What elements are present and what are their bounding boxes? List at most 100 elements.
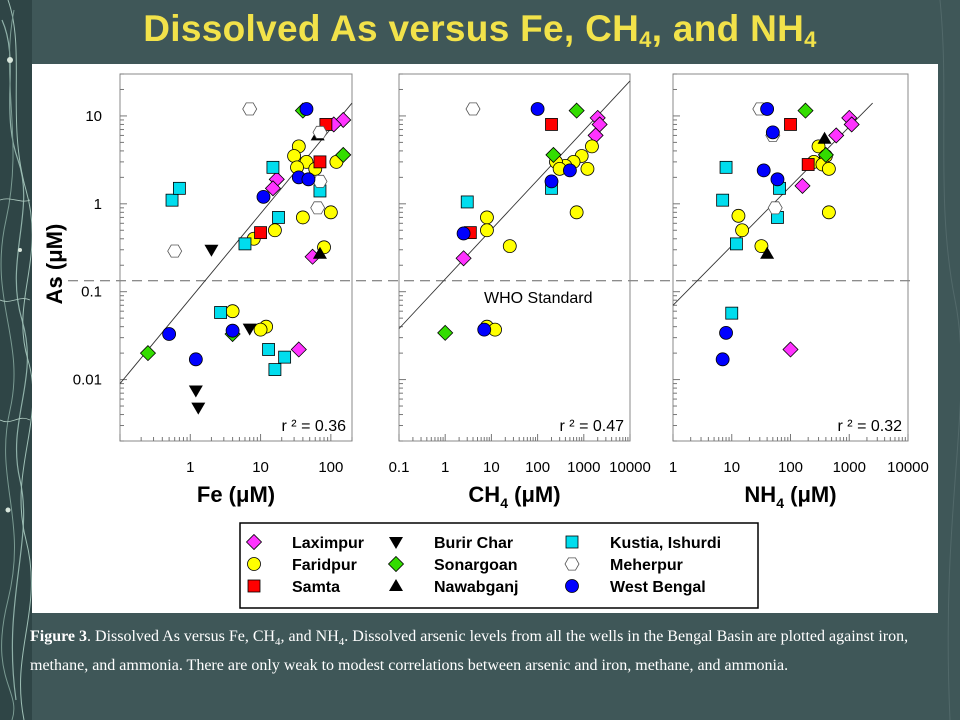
data-point xyxy=(290,341,307,358)
data-point xyxy=(821,161,836,176)
data-point xyxy=(480,223,494,238)
data-point xyxy=(465,102,481,116)
data-point xyxy=(754,239,769,254)
data-point xyxy=(580,161,595,176)
data-point xyxy=(585,139,599,154)
y-tick-label: 1 xyxy=(94,196,102,213)
x-tick-label: 1 xyxy=(669,459,677,476)
x-tick-label: 1000 xyxy=(567,459,600,476)
data-point xyxy=(821,205,836,220)
data-point xyxy=(530,102,545,116)
caption-text-1: . Dissolved As versus Fe, CH xyxy=(87,628,276,645)
data-point xyxy=(477,322,492,337)
data-point xyxy=(545,118,558,131)
data-point xyxy=(828,127,845,144)
data-point xyxy=(460,195,474,209)
legend-label: West Bengal xyxy=(610,579,706,596)
data-point xyxy=(323,205,338,220)
legend-marker xyxy=(245,533,263,551)
data-point xyxy=(312,125,328,139)
data-point xyxy=(312,246,327,259)
fit-line xyxy=(398,80,631,329)
data-point xyxy=(545,146,562,163)
data-point xyxy=(719,325,733,340)
data-point xyxy=(242,102,258,116)
x-tick-label: 10000 xyxy=(887,459,929,476)
data-point xyxy=(272,211,285,224)
data-point xyxy=(268,363,282,376)
legend-marker xyxy=(564,557,580,571)
legend-marker xyxy=(387,555,405,573)
y-tick-label: 0.1 xyxy=(81,284,102,301)
legend-label: Laximpur xyxy=(292,535,364,552)
data-point xyxy=(253,322,268,337)
y-tick-label: 10 xyxy=(85,108,102,125)
x-tick-label: 100 xyxy=(318,459,343,476)
data-point xyxy=(544,174,559,189)
x-tick-label: 1 xyxy=(186,459,194,476)
data-point xyxy=(204,244,219,257)
data-point xyxy=(719,160,733,174)
data-point xyxy=(456,226,471,241)
data-point xyxy=(139,345,157,362)
legend-label: Kustia, Ishurdi xyxy=(610,535,721,552)
data-point xyxy=(162,327,177,341)
slide-title: Dissolved As versus Fe, CH4, and NH4 xyxy=(0,8,960,53)
data-point xyxy=(266,160,280,174)
r-squared-label: r ² = 0.32 xyxy=(838,418,903,435)
data-point xyxy=(214,306,227,319)
legend-marker xyxy=(565,535,579,549)
panel-frame xyxy=(398,73,631,442)
slide-title-sub-1: 4 xyxy=(639,27,652,52)
slide-title-sub-2: 4 xyxy=(804,27,817,52)
data-point xyxy=(313,155,327,169)
x-tick-label: 1 xyxy=(441,459,449,476)
data-point xyxy=(287,149,301,163)
figure-caption: Figure 3. Dissolved As versus Fe, CH4, a… xyxy=(30,625,930,678)
data-point xyxy=(784,118,797,131)
data-point xyxy=(731,208,746,223)
x-tick-label: 10 xyxy=(483,459,500,476)
legend-label: Samta xyxy=(292,579,340,596)
x-tick-label: 100 xyxy=(778,459,803,476)
data-point xyxy=(767,201,783,215)
legend-label: Nawabganj xyxy=(434,579,518,596)
data-point xyxy=(264,180,282,197)
data-point xyxy=(756,163,771,178)
legend-label: Sonargoan xyxy=(434,557,518,574)
legend-box xyxy=(239,522,759,609)
data-point xyxy=(797,102,814,119)
panel-frame xyxy=(119,73,353,442)
data-point xyxy=(310,201,326,215)
r-squared-label: r ² = 0.36 xyxy=(282,418,347,435)
legend-label: Meherpur xyxy=(610,557,683,574)
legend-label: Burir Char xyxy=(434,535,513,552)
data-point xyxy=(725,306,739,320)
legend-marker xyxy=(565,579,579,593)
x-axis-label: CH4 (μM) xyxy=(468,482,560,511)
x-tick-label: 10 xyxy=(252,459,269,476)
legend-marker xyxy=(389,579,403,591)
slide-title-mid: , and NH xyxy=(651,8,805,49)
caption-label: Figure 3 xyxy=(30,628,88,645)
data-point xyxy=(299,102,314,116)
data-point xyxy=(716,193,730,207)
data-point xyxy=(167,244,183,258)
data-point xyxy=(455,250,472,267)
data-point xyxy=(225,323,240,338)
legend-marker xyxy=(247,557,261,571)
data-point xyxy=(188,352,203,367)
caption-sub-2: 4 xyxy=(338,636,345,649)
data-point xyxy=(262,343,275,356)
data-point xyxy=(268,223,282,238)
x-tick-label: 10000 xyxy=(609,459,651,476)
data-point xyxy=(480,210,494,225)
data-point xyxy=(256,189,271,204)
data-point xyxy=(569,205,584,220)
data-point xyxy=(770,172,785,187)
x-axis-label: Fe (μM) xyxy=(197,482,275,507)
data-point xyxy=(278,350,292,364)
x-tick-label: 10 xyxy=(723,459,740,476)
x-axis-label: NH4 (μM) xyxy=(744,482,836,511)
legend-marker xyxy=(247,579,261,593)
